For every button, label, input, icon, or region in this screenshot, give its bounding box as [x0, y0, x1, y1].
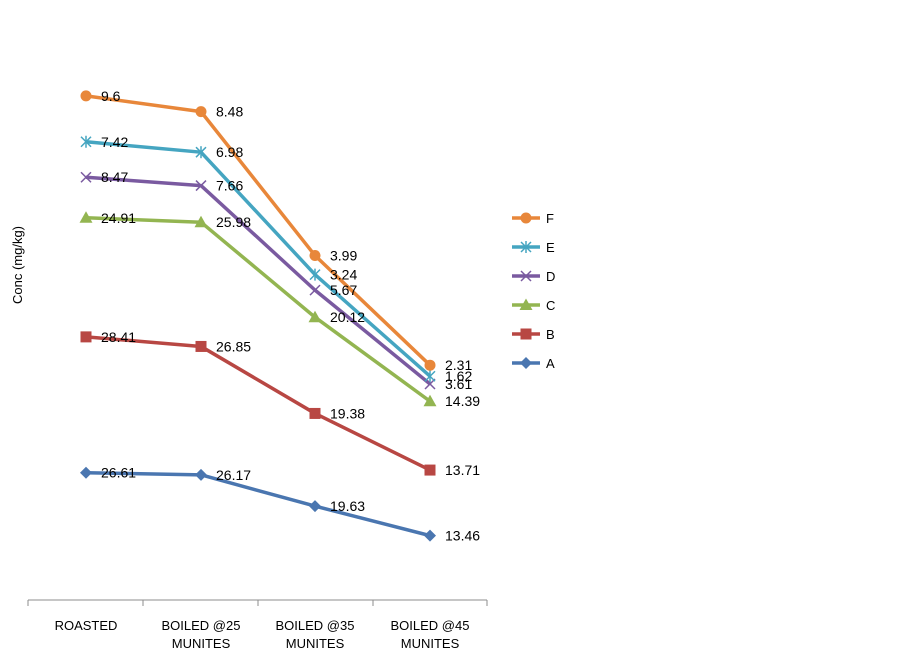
legend-label-F: F — [546, 211, 554, 226]
marker-D-3 — [424, 378, 436, 390]
data-label-B-0: 28.41 — [101, 329, 136, 345]
data-label-C-1: 25.98 — [216, 214, 251, 230]
x-tick-label-3-1: MUNITES — [401, 636, 460, 651]
series-line-A — [85, 470, 431, 538]
series-lines — [85, 94, 432, 538]
legend-marker-F — [520, 212, 532, 224]
marker-C-0 — [79, 211, 93, 223]
marker-C-1 — [194, 215, 208, 228]
marker-C-2 — [308, 310, 322, 323]
data-label-C-0: 24.91 — [101, 210, 136, 226]
data-label-F-0: 9.6 — [101, 88, 121, 104]
legend-label-A: A — [546, 356, 555, 371]
marker-C-3 — [423, 394, 437, 407]
legend-marker-C — [519, 298, 533, 310]
legend-item-C: C — [512, 298, 555, 313]
y-axis-label: Conc (mg/kg) — [10, 226, 25, 304]
x-axis-tick-labels: ROASTED BOILED @25 MUNITES BOILED @35 MUNITE… — [55, 618, 470, 651]
x-tick-label-2-1: MUNITES — [286, 636, 345, 651]
data-label-C-2: 20.12 — [330, 309, 365, 325]
x-tick-label-3-0: BOILED @45 — [391, 618, 470, 633]
data-label-E-0: 7.42 — [101, 134, 128, 150]
data-label-A-2: 19.63 — [330, 498, 365, 514]
legend-item-A: A — [512, 356, 555, 371]
legend-label-B: B — [546, 327, 555, 342]
legend-marker-E — [520, 241, 532, 253]
legend-label-E: E — [546, 240, 555, 255]
marker-A-2 — [309, 500, 321, 513]
x-tick-label-2-0: BOILED @35 — [276, 618, 355, 633]
data-label-B-3: 13.71 — [445, 462, 480, 478]
marker-E-0 — [80, 135, 92, 148]
data-label-F-2: 3.99 — [330, 248, 357, 264]
marker-B-2 — [309, 407, 321, 419]
data-label-B-1: 26.85 — [216, 338, 251, 354]
marker-B-1 — [195, 340, 207, 352]
marker-F-0 — [80, 90, 92, 102]
series-line-E — [85, 140, 432, 378]
data-label-A-3: 13.46 — [445, 528, 480, 544]
data-label-C-3: 14.39 — [445, 393, 480, 409]
series-line-D — [85, 175, 432, 386]
legend-item-F: F — [512, 211, 554, 226]
legend-marker-D — [520, 270, 532, 282]
series-line-B — [85, 335, 431, 472]
x-tick-label-1-1: MUNITES — [172, 636, 231, 651]
data-label-B-2: 19.38 — [330, 405, 365, 421]
data-label-F-1: 8.48 — [216, 104, 243, 120]
marker-B-3 — [424, 464, 436, 476]
marker-E-3 — [424, 370, 436, 383]
marker-D-2 — [309, 284, 321, 296]
series-line-F — [85, 94, 432, 367]
marker-A-0 — [80, 466, 92, 479]
data-label-D-1: 7.66 — [216, 178, 243, 194]
marker-F-2 — [309, 250, 321, 262]
x-tick-label-0-0: ROASTED — [55, 618, 118, 633]
marker-E-1 — [195, 146, 207, 159]
x-tick-label-1-0: BOILED @25 — [162, 618, 241, 633]
legend-item-D: D — [512, 269, 555, 284]
series-markers — [79, 90, 437, 542]
marker-B-0 — [80, 331, 92, 343]
legend-marker-A — [520, 357, 532, 369]
legend-item-B: B — [512, 327, 555, 342]
data-label-A-0: 26.61 — [101, 465, 136, 481]
data-label-D-3: 3.61 — [445, 376, 472, 392]
marker-E-2 — [309, 268, 321, 281]
legend-marker-B — [520, 328, 532, 340]
data-label-E-1: 6.98 — [216, 144, 243, 160]
legend-label-D: D — [546, 269, 555, 284]
marker-A-1 — [195, 468, 207, 481]
data-labels: 26.61 26.17 19.63 13.46 28.41 26.85 19.38 13.71… — [101, 88, 480, 544]
marker-F-1 — [195, 106, 207, 118]
data-label-D-2: 5.67 — [330, 282, 357, 298]
data-label-D-0: 8.47 — [101, 169, 128, 185]
marker-D-0 — [80, 171, 92, 183]
marker-F-3 — [424, 359, 436, 371]
data-label-E-2: 3.24 — [330, 267, 357, 283]
data-label-F-3: 2.31 — [445, 357, 472, 373]
data-label-E-3: 1.62 — [445, 368, 472, 384]
legend-label-C: C — [546, 298, 555, 313]
data-label-A-1: 26.17 — [216, 467, 251, 483]
legend-item-E: E — [512, 240, 555, 255]
marker-D-1 — [195, 180, 207, 192]
marker-A-3 — [424, 529, 436, 542]
series-line-C — [85, 216, 432, 403]
x-axis-ticks — [27, 600, 488, 606]
